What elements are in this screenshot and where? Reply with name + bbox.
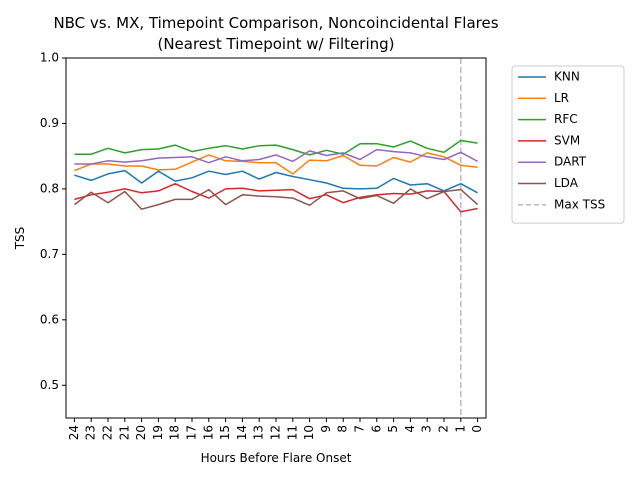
series-line-knn	[74, 169, 478, 194]
x-tick-label: 4	[403, 425, 417, 433]
series-line-lda	[73, 188, 479, 210]
x-tick-label: 16	[201, 425, 215, 440]
x-tick-label: 12	[269, 425, 283, 440]
x-tick-label: 23	[84, 425, 98, 440]
x-tick-label: 6	[369, 425, 383, 433]
x-tick-label: 14	[235, 425, 249, 440]
x-tick-label: 21	[117, 425, 131, 440]
y-tick-label: 0.7	[40, 247, 59, 261]
y-axis-label: TSS	[13, 227, 27, 251]
series-layer	[73, 139, 479, 213]
x-tick-label: 15	[218, 425, 232, 440]
series-line-lr	[74, 152, 478, 175]
x-tick-label: 18	[168, 425, 182, 440]
y-tick-label: 0.6	[40, 312, 59, 326]
series-line-svm	[74, 182, 478, 213]
y-tick-label: 1.0	[40, 51, 59, 65]
chart-title: NBC vs. MX, Timepoint Comparison, Noncoi…	[53, 14, 498, 32]
chart-subtitle: (Nearest Timepoint w/ Filtering)	[157, 35, 394, 53]
legend-label-max-tss: Max TSS	[554, 197, 605, 211]
x-tick-label: 1	[453, 425, 467, 433]
y-tick-label: 0.9	[40, 116, 59, 130]
legend-label-dart: DART	[554, 155, 587, 169]
x-tick-label: 7	[353, 425, 367, 433]
x-tick-label: 17	[185, 425, 199, 440]
x-tick-label: 0	[470, 425, 484, 433]
x-axis-ticks: 24 23 22 21 20 19 18 17 16 15 14 13 12 11 10 9 8 7 6 5 4 3 2 1 0	[67, 418, 484, 440]
y-axis-ticks: 0.5 0.6 0.7 0.8 0.9 1.0	[40, 51, 66, 392]
x-axis-label: Hours Before Flare Onset	[201, 451, 352, 465]
axes-frame	[65, 57, 487, 419]
legend-label-lr: LR	[554, 91, 569, 105]
x-tick-label: 13	[252, 425, 266, 440]
y-tick-label: 0.5	[40, 378, 59, 392]
x-tick-label: 24	[67, 425, 81, 440]
legend-label-rfc: RFC	[554, 112, 578, 126]
legend-label-knn: KNN	[554, 70, 580, 84]
legend-label-svm: SVM	[554, 133, 580, 147]
x-tick-label: 20	[134, 425, 148, 440]
x-tick-label: 11	[285, 425, 299, 440]
legend-label-lda: LDA	[554, 176, 579, 190]
series-line-dart	[74, 148, 478, 165]
series-line-rfc	[74, 139, 478, 156]
y-tick-label: 0.8	[40, 181, 59, 195]
legend: KNN LR RFC SVM DART LDA Max TSS	[511, 65, 625, 224]
x-tick-label: 3	[420, 425, 434, 433]
x-tick-label: 2	[437, 425, 451, 433]
x-tick-label: 8	[336, 425, 350, 433]
x-tick-label: 5	[386, 425, 400, 433]
x-tick-label: 22	[101, 425, 115, 440]
x-tick-label: 19	[151, 425, 165, 440]
x-tick-label: 10	[302, 425, 316, 440]
x-tick-label: 9	[319, 425, 333, 433]
